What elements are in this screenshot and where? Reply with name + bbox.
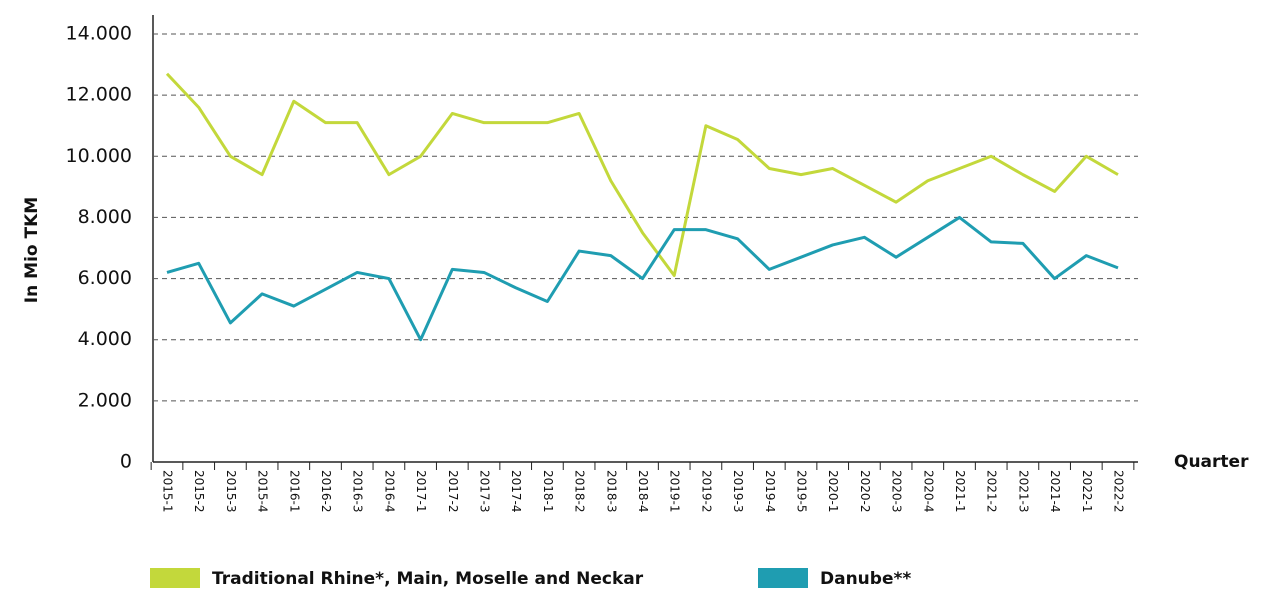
x-tick-label: 2021-2 xyxy=(985,470,999,513)
y-axis-label: In Mio TKM xyxy=(22,197,42,303)
x-tick-label: 2020-1 xyxy=(826,470,840,513)
x-tick-label: 2017-3 xyxy=(478,470,492,513)
y-tick-label: 10.000 xyxy=(66,145,132,167)
y-tick-label: 2.000 xyxy=(78,389,132,411)
x-tick-label: 2016-2 xyxy=(319,470,333,513)
x-tick-label: 2018-1 xyxy=(541,470,555,513)
x-tick-label: 2016-4 xyxy=(382,470,396,513)
x-tick-label: 2015-2 xyxy=(192,470,206,513)
y-tick-label: 4.000 xyxy=(78,328,132,350)
legend-label: Traditional Rhine*, Main, Moselle and Ne… xyxy=(212,569,644,589)
x-tick-label: 2018-4 xyxy=(636,470,650,513)
x-tick-label: 2021-3 xyxy=(1016,470,1030,513)
x-tick-label: 2016-3 xyxy=(351,470,365,513)
x-tick-label: 2020-2 xyxy=(858,470,872,513)
y-tick-label: 14.000 xyxy=(66,23,132,45)
legend-label: Danube** xyxy=(820,569,911,589)
x-tick-label: 2017-4 xyxy=(509,470,523,513)
legend-swatch xyxy=(758,568,808,588)
x-tick-label: 2019-1 xyxy=(668,470,682,513)
x-tick-label: 2017-1 xyxy=(414,470,428,513)
x-tick-label: 2015-1 xyxy=(161,470,175,513)
x-tick-label: 2022-2 xyxy=(1112,470,1126,513)
x-tick-label: 2015-3 xyxy=(224,470,238,513)
x-tick-label: 2019-3 xyxy=(731,470,745,513)
line-series xyxy=(166,215,1119,342)
x-tick-label: 2015-4 xyxy=(256,470,270,513)
x-tick-label: 2021-1 xyxy=(953,470,967,513)
y-tick-label: 8.000 xyxy=(78,206,132,228)
legend-swatch xyxy=(150,568,200,588)
x-tick-label: 2017-2 xyxy=(446,470,460,513)
y-tick-label: 6.000 xyxy=(78,267,132,289)
x-tick-label: 2018-2 xyxy=(573,470,587,513)
x-tick-label: 2019-2 xyxy=(699,470,713,513)
y-tick-label: 0 xyxy=(120,451,132,473)
x-tick-label: 2020-3 xyxy=(890,470,904,513)
x-tick-label: 2019-5 xyxy=(795,470,809,513)
line-series xyxy=(165,72,1119,278)
x-tick-label: 2020-4 xyxy=(921,470,935,513)
x-tick-label: 2022-1 xyxy=(1080,470,1094,513)
x-axis-label: Quarter xyxy=(1174,452,1249,472)
x-tick-label: 2019-4 xyxy=(763,470,777,513)
x-tick-label: 2016-1 xyxy=(287,470,301,513)
y-tick-label: 12.000 xyxy=(66,84,132,106)
x-tick-label: 2021-4 xyxy=(1048,470,1062,513)
x-tick-label: 2018-3 xyxy=(604,470,618,513)
